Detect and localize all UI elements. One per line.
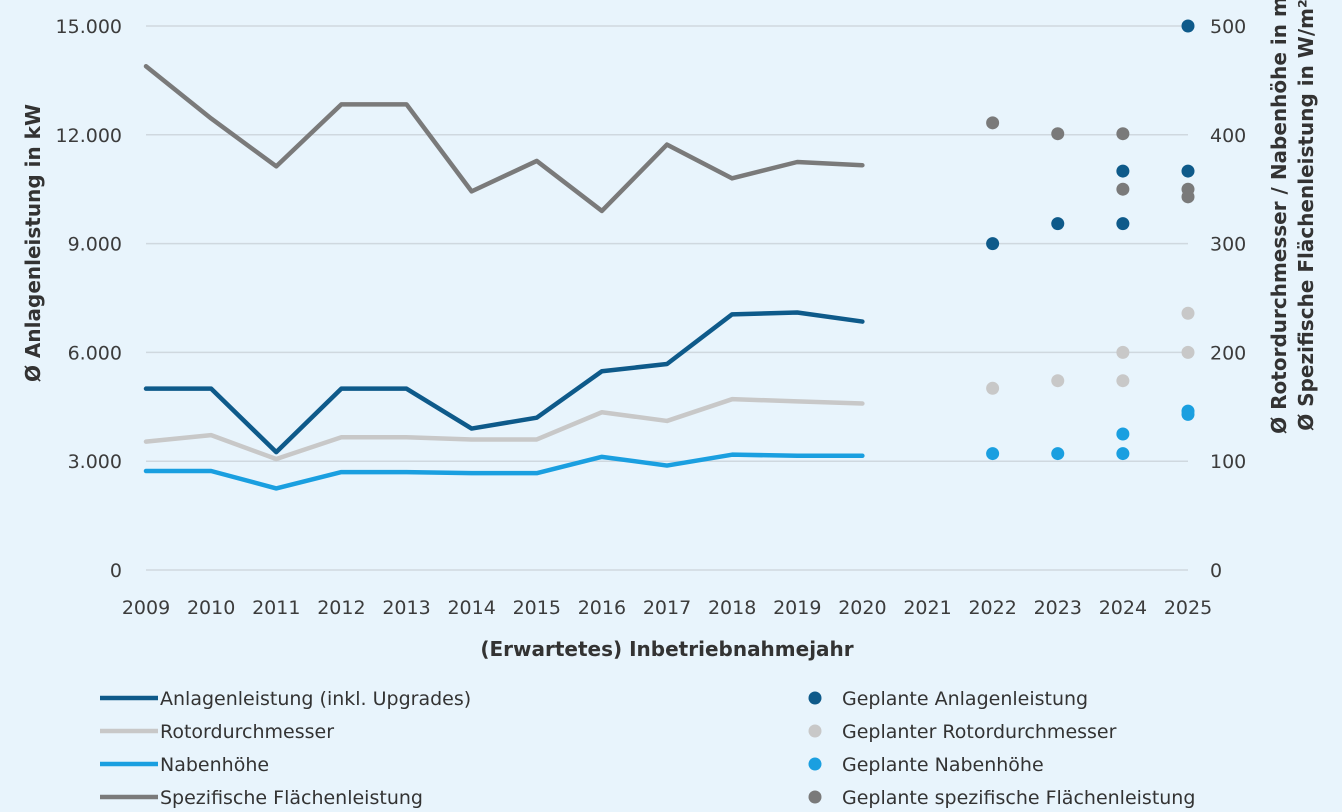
right-tick-label: 100	[1210, 451, 1246, 473]
right-tick-label: 200	[1210, 342, 1246, 364]
x-tick-label: 2025	[1164, 597, 1212, 619]
left-tick-label: 6.000	[68, 342, 122, 364]
x-tick-label: 2010	[187, 597, 235, 619]
legend-label: Geplante spezifische Flächenleistung	[842, 787, 1195, 809]
legend-swatch-dot	[808, 790, 822, 804]
x-tick-label: 2019	[773, 597, 821, 619]
grid-lines	[146, 25, 1188, 571]
right-axis-title-line-1: Ø Rotordurchmesser / Nabenhöhe in m	[1267, 0, 1291, 434]
x-tick-label: 2021	[903, 597, 951, 619]
x-tick-label: 2024	[1099, 597, 1147, 619]
legend-label: Anlagenleistung (inkl. Upgrades)	[160, 688, 471, 710]
point-geplante-spezifische-flächenleistung	[1116, 127, 1130, 141]
right-tick-label: 500	[1210, 16, 1246, 38]
series-line-spezifische-flächenleistung	[143, 64, 865, 214]
point-geplante-nabenhöhe	[1051, 447, 1065, 461]
legend-label: Geplante Nabenhöhe	[842, 754, 1044, 776]
right-axis-title-line-2: Ø Spezifische Flächenleistung in W/m²	[1294, 0, 1318, 431]
legend-swatch-dot	[808, 724, 822, 738]
series-line-nabenhöhe	[143, 452, 865, 491]
left-axis-title: Ø Anlagenleistung in kW	[21, 104, 45, 382]
left-tick-label: 0	[110, 560, 122, 582]
point-geplante-nabenhöhe	[1116, 427, 1130, 441]
legend-label: Geplante Anlagenleistung	[842, 688, 1088, 710]
legend: Anlagenleistung (inkl. Upgrades) Rotordur…	[100, 688, 1195, 809]
point-geplante-spezifische-flächenleistung	[1116, 182, 1130, 196]
x-axis-title: (Erwartetes) Inbetriebnahmejahr	[480, 637, 853, 661]
x-tick-label: 2015	[513, 597, 561, 619]
legend-label: Nabenhöhe	[160, 754, 269, 776]
right-tick-label: 300	[1210, 234, 1246, 256]
x-tick-label: 2023	[1034, 597, 1082, 619]
point-geplante-nabenhöhe	[986, 447, 1000, 461]
x-tick-label: 2009	[122, 597, 170, 619]
left-tick-label: 9.000	[68, 234, 122, 256]
legend-swatch-dot	[808, 757, 822, 771]
left-axis-ticks: 0 3.000 6.000 9.000 12.000 15.000	[56, 16, 122, 582]
x-tick-label: 2011	[252, 597, 300, 619]
series-points	[986, 19, 1195, 461]
point-geplanter-rotordurchmesser	[1181, 306, 1195, 320]
x-tick-label: 2022	[968, 597, 1016, 619]
series-line-rotordurchmesser	[143, 396, 865, 462]
x-tick-label: 2014	[447, 597, 495, 619]
legend-label: Geplanter Rotordurchmesser	[842, 721, 1117, 743]
right-tick-label: 400	[1210, 125, 1246, 147]
x-tick-label: 2020	[838, 597, 886, 619]
point-geplante-anlagenleistung	[1051, 217, 1065, 231]
x-tick-label: 2018	[708, 597, 756, 619]
point-geplante-anlagenleistung	[1181, 164, 1195, 178]
right-axis-ticks: 0 100 200 300 400 500	[1210, 16, 1246, 582]
series-line-anlagenleistung-inkl-upgrades	[143, 310, 865, 455]
x-tick-label: 2012	[317, 597, 365, 619]
point-geplante-anlagenleistung	[1181, 19, 1195, 33]
point-geplanter-rotordurchmesser	[986, 381, 1000, 395]
point-geplante-spezifische-flächenleistung	[1181, 190, 1195, 204]
series-lines	[143, 64, 865, 491]
point-geplanter-rotordurchmesser	[1116, 374, 1130, 388]
point-geplanter-rotordurchmesser	[1051, 374, 1065, 388]
legend-swatch-dot	[808, 691, 822, 705]
point-geplante-spezifische-flächenleistung	[1051, 127, 1065, 141]
left-tick-label: 15.000	[56, 16, 122, 38]
point-geplante-anlagenleistung	[1116, 217, 1130, 231]
legend-label: Rotordurchmesser	[160, 721, 334, 743]
point-geplante-nabenhöhe	[1116, 447, 1130, 461]
right-tick-label: 0	[1210, 560, 1222, 582]
point-geplante-anlagenleistung	[986, 237, 1000, 251]
point-geplante-nabenhöhe	[1181, 404, 1195, 418]
left-tick-label: 12.000	[56, 125, 122, 147]
x-axis-ticks: 2009 2010 2011 2012 2013 2014 2015 2016 2017 2018…	[122, 597, 1212, 619]
x-tick-label: 2017	[643, 597, 691, 619]
x-tick-label: 2016	[578, 597, 626, 619]
x-tick-label: 2013	[382, 597, 430, 619]
legend-label: Spezifische Flächenleistung	[160, 787, 423, 809]
point-geplante-anlagenleistung	[1116, 164, 1130, 178]
point-geplante-spezifische-flächenleistung	[986, 116, 1000, 130]
point-geplanter-rotordurchmesser	[1116, 345, 1130, 359]
left-tick-label: 3.000	[68, 451, 122, 473]
point-geplanter-rotordurchmesser	[1181, 345, 1195, 359]
